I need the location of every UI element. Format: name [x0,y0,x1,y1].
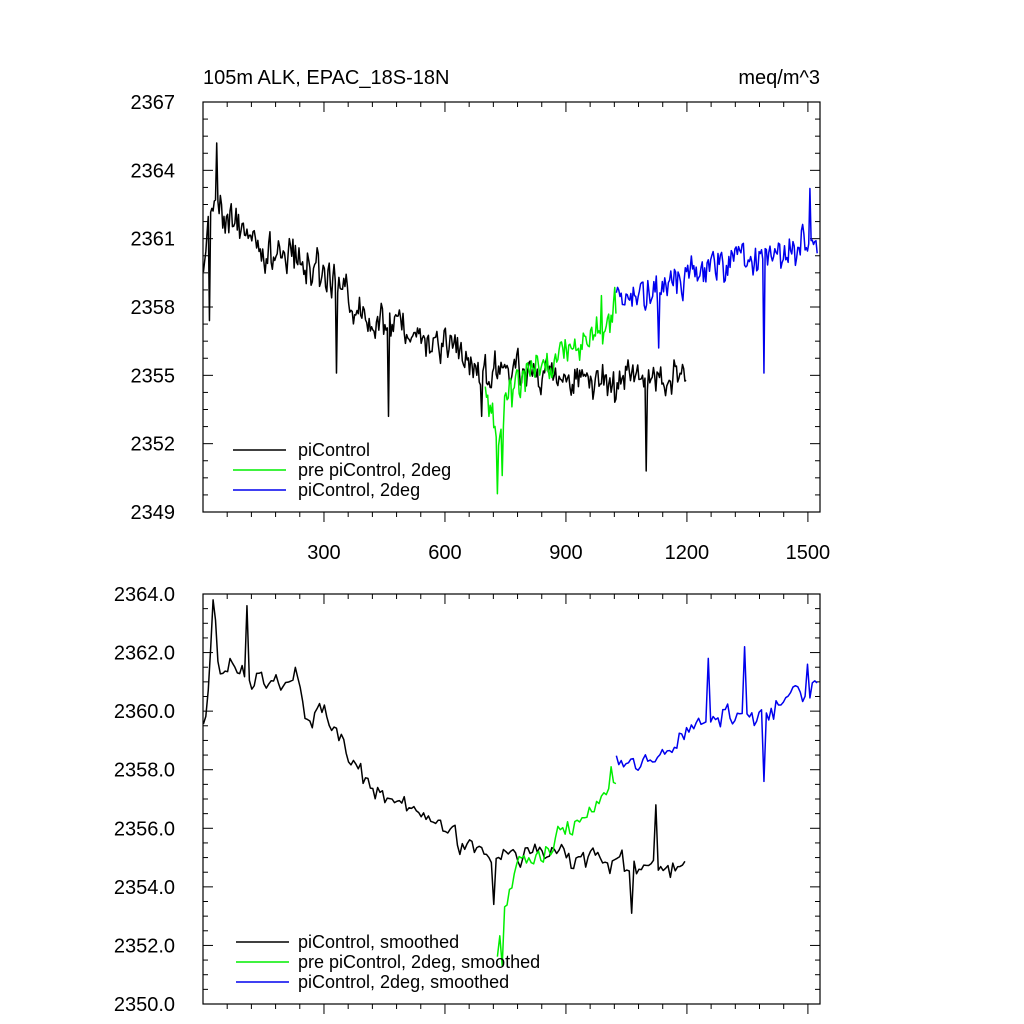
top-ytick-label-1: 2352 [131,434,176,456]
top-x-axis: 300 600 900 1200 1500 [226,102,831,564]
top-xtick-label-1: 600 [428,542,461,564]
top-series-group [202,142,818,495]
bottom-series-line-2 [615,645,818,783]
bottom-ytick-label-2: 2354.0 [114,877,175,899]
bottom-series-line-1 [496,766,617,967]
bottom-legend: piControl, smoothed pre piControl, 2deg,… [236,932,540,992]
bottom-ytick-label-3: 2356.0 [114,818,175,840]
top-ytick-label-2: 2355 [131,365,176,387]
top-xtick-label-2: 900 [549,542,582,564]
bottom-legend-label-1: pre piControl, 2deg, smoothed [298,952,540,972]
top-panel: 105m ALK, EPAC_18S-18N meq/m^3 234923522… [131,67,831,564]
top-legend-label-0: piControl [298,440,370,460]
bottom-series-group [202,599,818,967]
top-legend-label-2: piControl, 2deg [298,480,420,500]
top-series-line-0 [202,142,687,472]
top-y-axis: 2349 2352 2355 2358 2361 2364 2367 [131,92,820,524]
bottom-y-axis: 2350.0 2352.0 2354.0 2356.0 2358.0 2360.0 2362… [114,584,820,1016]
top-ytick-label-6: 2367 [131,92,176,114]
bottom-ytick-label-7: 2364.0 [114,584,175,606]
top-xtick-label-0: 300 [307,542,340,564]
bottom-legend-label-0: piControl, smoothed [298,932,459,952]
bottom-legend-label-2: piControl, 2deg, smoothed [298,972,509,992]
top-title-left: 105m ALK, EPAC_18S-18N [203,67,449,89]
top-ytick-label-3: 2358 [131,297,176,319]
bottom-ytick-label-6: 2362.0 [114,643,175,665]
bottom-x-axis [226,594,809,1014]
bottom-ytick-label-1: 2352.0 [114,935,175,957]
top-xtick-label-4: 1500 [786,542,831,564]
bottom-ytick-label-5: 2360.0 [114,701,175,723]
top-series-line-1 [484,286,617,495]
top-ytick-label-4: 2361 [131,229,176,251]
bottom-plot-frame [202,593,821,1005]
bottom-series-line-0 [202,599,686,914]
top-series-line-2 [615,187,818,374]
top-xtick-label-3: 1200 [665,542,710,564]
top-legend: piControl pre piControl, 2deg piControl,… [233,440,451,500]
top-title-right: meq/m^3 [738,67,820,89]
top-ytick-label-0: 2349 [131,502,176,524]
top-ytick-label-5: 2364 [131,160,176,182]
top-legend-label-1: pre piControl, 2deg [298,460,451,480]
bottom-ytick-label-4: 2358.0 [114,760,175,782]
bottom-panel: 2350.0 2352.0 2354.0 2356.0 2358.0 2360.0 2362… [114,584,821,1016]
top-plot-frame [202,101,821,513]
bottom-ytick-label-0: 2350.0 [114,994,175,1016]
